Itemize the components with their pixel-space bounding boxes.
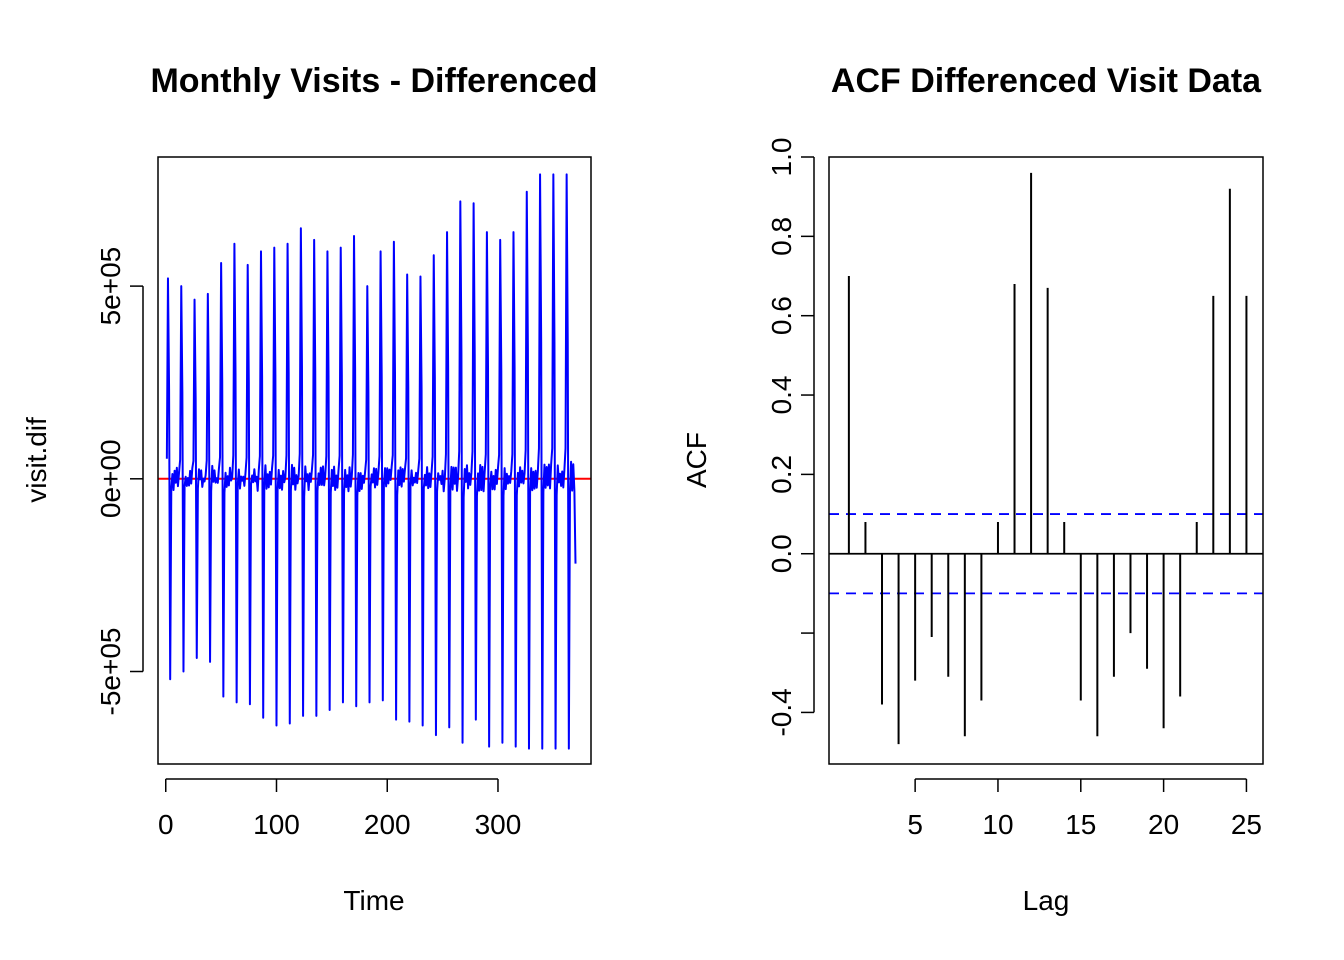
x-tick-label-2: 10 [982,809,1013,840]
confidence-bounds [829,513,1263,595]
x-axis-2: 5 10 15 20 25 [907,778,1262,840]
x-tick-label-1: 100 [253,809,300,840]
y-tick-label-1: 0e+00 [95,439,126,518]
x-tick-label-1: 300 [475,809,522,840]
y-tick-label-1: 5e+05 [95,247,126,326]
panel-monthly-visits: Monthly Visits - Differenced Time visit.… [21,62,598,916]
y-tick-label-2: 0.8 [766,217,797,256]
y-axis-2: -0.4 0.0 0.2 0.4 0.6 0.8 1.0 [766,138,815,737]
panel-acf: ACF Differenced Visit Data Lag ACF 5 10 15… [681,62,1264,916]
x-tick-label-2: 20 [1148,809,1179,840]
acf-bars [829,172,1263,745]
x-tick-label-1: 0 [158,809,174,840]
y-tick-label-2: 0.2 [766,455,797,494]
chart-title-1: Monthly Visits - Differenced [150,62,597,100]
y-tick-label-2: 0.4 [766,376,797,415]
plot-frame-2 [828,156,1264,765]
x-axis-1: 0 100 200 300 [158,778,522,840]
y-tick-label-1: -5e+05 [95,628,126,716]
chart-title-2: ACF Differenced Visit Data [831,62,1262,100]
x-tick-label-2: 15 [1065,809,1096,840]
x-axis-label-1: Time [343,885,404,916]
y-tick-label-2: 0.0 [766,534,797,573]
x-tick-label-2: 25 [1231,809,1262,840]
y-tick-label-2: 1.0 [766,138,797,177]
y-axis-label-2: ACF [681,432,712,488]
y-axis-1: -5e+05 0e+00 5e+05 [95,247,144,716]
visits-series-line [165,173,577,750]
x-axis-label-2: Lag [1023,885,1070,916]
plot-frame-1 [157,156,592,765]
y-tick-label-2: 0.6 [766,296,797,335]
x-tick-label-1: 200 [364,809,411,840]
y-tick-label-2: -0.4 [766,688,797,736]
x-tick-label-2: 5 [907,809,923,840]
y-axis-label-1: visit.dif [21,417,52,503]
